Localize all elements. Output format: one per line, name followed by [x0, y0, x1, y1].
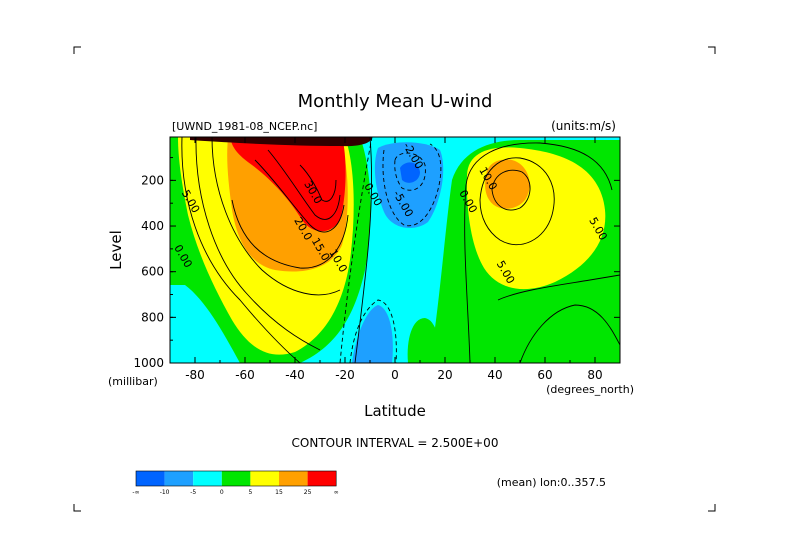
y-tick-label: 200	[141, 173, 164, 187]
y-unit-label: (millibar)	[108, 375, 158, 388]
region-deep-blue	[400, 162, 420, 183]
y-tick-label: 800	[141, 310, 164, 324]
x-tick-label: -20	[335, 368, 355, 382]
color-key-frame	[135, 470, 337, 487]
y-axis: 200 400 600 800 1000	[133, 157, 620, 370]
color-key-swatch	[136, 471, 165, 486]
y-tick-label: 400	[141, 219, 164, 233]
dataset-label: [UWND_1981-08_NCEP.nc]	[172, 120, 317, 133]
y-axis-label: Level	[107, 230, 125, 270]
x-tick-label: 40	[487, 368, 502, 382]
region-blue-upper	[374, 142, 444, 228]
region-dark-top	[190, 137, 372, 147]
color-key-swatch	[164, 471, 194, 486]
y-tick-label: 1000	[133, 356, 164, 370]
negative-contour-lines	[339, 137, 442, 363]
region-green-small	[407, 318, 442, 363]
color-key-swatch	[193, 471, 222, 486]
corner-marks	[73, 46, 716, 512]
x-tick-label: 20	[437, 368, 452, 382]
chart-title: Monthly Mean U-wind	[298, 91, 493, 112]
color-key-label: -∞	[132, 489, 139, 496]
region-orange-north	[485, 159, 530, 209]
color-key-swatch	[221, 471, 251, 486]
color-key-label: 15	[275, 489, 283, 496]
x-unit-label: (degrees_north)	[546, 383, 634, 396]
color-key-swatch	[250, 471, 279, 486]
region-red-jet	[230, 137, 346, 232]
color-key: -∞ -10 -5 0 5 15 25 ∞	[132, 470, 339, 496]
x-tick-label: 80	[587, 368, 602, 382]
x-tick-label: -60	[235, 368, 255, 382]
contour-lines	[181, 137, 620, 363]
x-tick-label: -40	[285, 368, 305, 382]
contour-interval-text: CONTOUR INTERVAL = 2.500E+00	[292, 436, 499, 450]
x-tick-label: -80	[185, 368, 205, 382]
color-key-label: 5	[248, 489, 252, 496]
x-tick-label: 60	[537, 368, 552, 382]
x-tick-label: 0	[391, 368, 399, 382]
color-key-label: -10	[160, 489, 170, 496]
color-key-label: -5	[190, 489, 196, 496]
color-key-label: ∞	[334, 489, 339, 496]
mean-text: (mean) lon:0..357.5	[497, 476, 606, 489]
color-key-label: 25	[304, 489, 312, 496]
region-blue-lower	[352, 305, 393, 363]
units-label: (units:m/s)	[551, 119, 616, 133]
color-key-swatch	[307, 471, 337, 486]
color-key-swatch	[279, 471, 308, 486]
color-key-label: 0	[220, 489, 224, 496]
x-axis: -80 -60 -40 -20 0 20 40 60 80	[169, 137, 621, 382]
x-axis-label: Latitude	[364, 402, 426, 420]
y-tick-label: 600	[141, 265, 164, 279]
